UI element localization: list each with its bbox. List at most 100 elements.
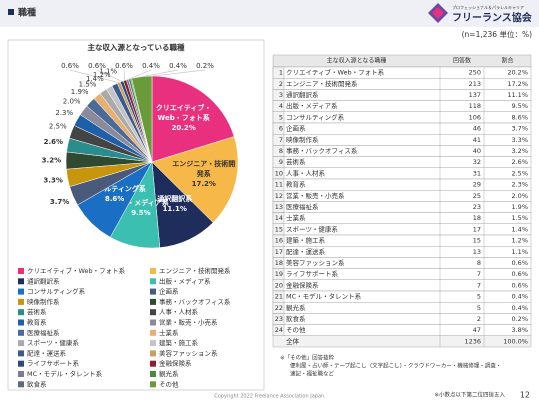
table-row xyxy=(272,313,532,325)
rank: 16 xyxy=(275,237,283,245)
leader-line xyxy=(123,69,126,81)
count: 29 xyxy=(473,181,481,189)
job-name: スポーツ・健康系 xyxy=(286,224,338,233)
legend-swatch xyxy=(18,350,24,357)
legend-swatch xyxy=(150,360,156,367)
rank: 4 xyxy=(279,102,283,110)
percent: 0.6% xyxy=(511,281,528,289)
slice-label: 9.5% xyxy=(131,209,151,218)
chart-box xyxy=(7,39,265,391)
slice-label: 1.2% xyxy=(93,71,111,79)
slice-label: 0.6% xyxy=(115,62,133,70)
rank: 8 xyxy=(279,147,283,155)
slice-label: 3.7% xyxy=(50,198,69,206)
legend-swatch xyxy=(18,340,24,347)
logo-mark xyxy=(432,7,444,19)
percent: 0.6% xyxy=(511,270,528,278)
percent: 2.6% xyxy=(511,158,528,166)
job-name: 映像制作系 xyxy=(286,135,319,144)
note: (n=1,236 単位：%) xyxy=(462,29,532,39)
percent: 0.4% xyxy=(511,293,528,301)
table-header: 回答数 xyxy=(453,57,471,65)
legend-label: スポーツ・健康系 xyxy=(27,338,79,347)
table-row xyxy=(272,324,532,337)
percent: 1.2% xyxy=(511,237,528,245)
count: 213 xyxy=(469,80,481,88)
legend-label: クリエイティブ・Web・フォト系 xyxy=(27,266,126,275)
table-header: 主な収入源となる職種 xyxy=(327,57,387,65)
footnote: 速記・福祉職など xyxy=(290,370,335,378)
legend-label: 人事・人材系 xyxy=(159,307,199,316)
percent: 3.3% xyxy=(511,136,528,144)
count: 32 xyxy=(473,158,481,166)
rank: 5 xyxy=(279,113,283,121)
legend-swatch xyxy=(18,371,24,377)
count: 2 xyxy=(477,315,481,323)
table-header: 割合 xyxy=(501,57,513,65)
count: 106 xyxy=(469,113,481,121)
legend-swatch xyxy=(18,329,24,336)
logo-sub: プロフェッショナル＆パラレルキャリア xyxy=(452,4,524,10)
percent: 3.7% xyxy=(511,125,528,133)
job-name: 事務・バックオフィス系 xyxy=(286,146,358,155)
pie-slice xyxy=(151,75,235,163)
rank: 7 xyxy=(279,136,283,144)
rank: 13 xyxy=(275,203,283,211)
legend-label: 通訳翻訳系 xyxy=(27,276,60,285)
rank: 10 xyxy=(275,169,283,177)
legend-label: 金融保険系 xyxy=(159,359,192,368)
total-count: 1236 xyxy=(464,337,481,345)
count: 18 xyxy=(473,214,481,222)
legend-label: 配達・運送系 xyxy=(27,348,67,357)
slice-label: 1.5% xyxy=(79,81,97,89)
legend-label: エンジニア・技術開発系 xyxy=(159,266,231,275)
legend-label: 事務・バックオフィス系 xyxy=(159,297,231,306)
legend-swatch xyxy=(150,329,156,336)
leader-line xyxy=(96,69,122,82)
slice-label: 2.6% xyxy=(44,138,63,146)
count: 8 xyxy=(477,259,481,267)
pie-slice xyxy=(131,75,153,163)
count: 31 xyxy=(473,169,481,177)
slice-label: 通訳翻訳系 xyxy=(157,195,193,204)
rank: 18 xyxy=(275,259,283,267)
slice-label: 出版・メディア系 xyxy=(113,199,169,208)
count: 46 xyxy=(473,125,481,133)
legend-swatch xyxy=(18,278,24,285)
job-name: 出版・メディア系 xyxy=(286,101,338,110)
rank: 19 xyxy=(275,270,283,278)
table-row xyxy=(272,302,532,314)
percent: 2.0% xyxy=(511,192,528,200)
rank: 22 xyxy=(275,304,283,312)
legend-swatch xyxy=(18,381,24,388)
job-name: 建築・施工系 xyxy=(286,236,326,245)
percent: 3.8% xyxy=(511,326,528,334)
legend-label: 医療福祉系 xyxy=(27,328,60,337)
count: 5 xyxy=(477,293,481,301)
rank: 21 xyxy=(275,293,283,301)
job-name: 営業・販売・小売系 xyxy=(286,191,345,200)
legend-label: 士業系 xyxy=(159,328,179,337)
rank: 3 xyxy=(279,91,283,99)
legend-label: ライフサポート系 xyxy=(27,359,80,368)
legend-swatch xyxy=(18,309,24,316)
table-row xyxy=(272,212,532,225)
job-name: 配達・運送系 xyxy=(286,247,326,256)
leader-line xyxy=(69,69,119,83)
legend-label: 営業・販売・小売系 xyxy=(159,318,218,327)
legend-swatch xyxy=(150,381,156,388)
leader-line xyxy=(127,69,152,80)
chart-title: 主な収入源となっている職種 xyxy=(88,42,185,52)
job-name: 企画系 xyxy=(286,124,306,133)
legend-swatch xyxy=(18,268,24,274)
job-name: 美容ファッション系 xyxy=(286,258,345,267)
pie-slice xyxy=(151,136,239,223)
slice-label: 8.6% xyxy=(104,195,125,204)
count: 137 xyxy=(469,91,481,99)
table-row xyxy=(272,156,532,169)
job-name: 人事・人材系 xyxy=(286,168,326,177)
count: 41 xyxy=(473,136,481,144)
total-label: 全体 xyxy=(286,336,300,345)
